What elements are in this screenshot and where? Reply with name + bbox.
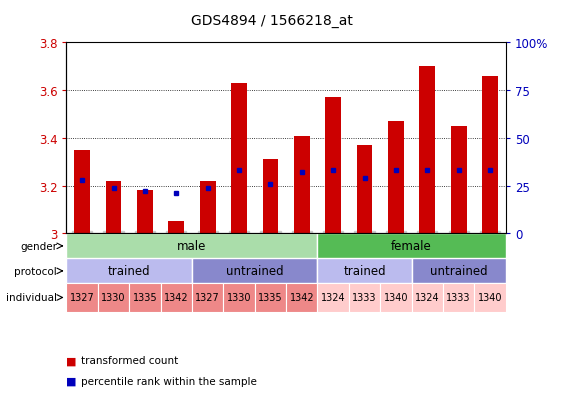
Bar: [317, 234, 506, 259]
Bar: [475, 284, 506, 312]
Bar: [66, 234, 317, 259]
Text: gender: gender: [20, 241, 57, 251]
Text: 1342: 1342: [164, 293, 188, 303]
Text: percentile rank within the sample: percentile rank within the sample: [81, 376, 257, 386]
Text: 1330: 1330: [227, 293, 251, 303]
Text: 1340: 1340: [478, 293, 502, 303]
Bar: [420, 67, 435, 234]
Bar: [317, 284, 349, 312]
Text: trained: trained: [343, 265, 386, 278]
Text: ■: ■: [66, 356, 77, 366]
Text: individual: individual: [6, 293, 57, 303]
Text: 1333: 1333: [353, 293, 377, 303]
Text: untrained: untrained: [430, 265, 487, 278]
Bar: [168, 222, 184, 234]
Text: male: male: [177, 240, 207, 253]
Bar: [262, 160, 278, 234]
Bar: [161, 284, 192, 312]
Text: 1335: 1335: [258, 293, 283, 303]
Text: trained: trained: [108, 265, 150, 278]
Text: 1327: 1327: [195, 293, 220, 303]
Text: transformed count: transformed count: [81, 356, 178, 366]
Bar: [75, 150, 90, 234]
Bar: [223, 284, 255, 312]
Bar: [192, 259, 317, 284]
Bar: [286, 284, 317, 312]
Bar: [231, 84, 247, 234]
Bar: [380, 284, 412, 312]
Bar: [192, 284, 223, 312]
Bar: [137, 191, 153, 234]
Text: GDS4894 / 1566218_at: GDS4894 / 1566218_at: [191, 14, 353, 28]
Text: 1324: 1324: [415, 293, 440, 303]
Bar: [412, 284, 443, 312]
Bar: [98, 284, 129, 312]
Bar: [66, 284, 98, 312]
Text: ■: ■: [66, 376, 77, 386]
Text: 1324: 1324: [321, 293, 346, 303]
Text: protocol: protocol: [14, 266, 57, 276]
Bar: [255, 284, 286, 312]
Text: 1327: 1327: [70, 293, 95, 303]
Bar: [325, 98, 341, 234]
Text: 1335: 1335: [132, 293, 157, 303]
Bar: [200, 181, 216, 234]
Bar: [451, 127, 466, 234]
Bar: [294, 136, 310, 234]
Bar: [317, 259, 412, 284]
Text: 1340: 1340: [384, 293, 408, 303]
Bar: [388, 122, 404, 234]
Bar: [66, 259, 192, 284]
Bar: [357, 146, 372, 234]
Text: female: female: [391, 240, 432, 253]
Bar: [129, 284, 161, 312]
Text: 1342: 1342: [290, 293, 314, 303]
Bar: [106, 181, 121, 234]
Bar: [443, 284, 475, 312]
Text: 1330: 1330: [101, 293, 126, 303]
Text: untrained: untrained: [226, 265, 284, 278]
Bar: [349, 284, 380, 312]
Text: 1333: 1333: [446, 293, 471, 303]
Bar: [412, 259, 506, 284]
Bar: [482, 77, 498, 234]
